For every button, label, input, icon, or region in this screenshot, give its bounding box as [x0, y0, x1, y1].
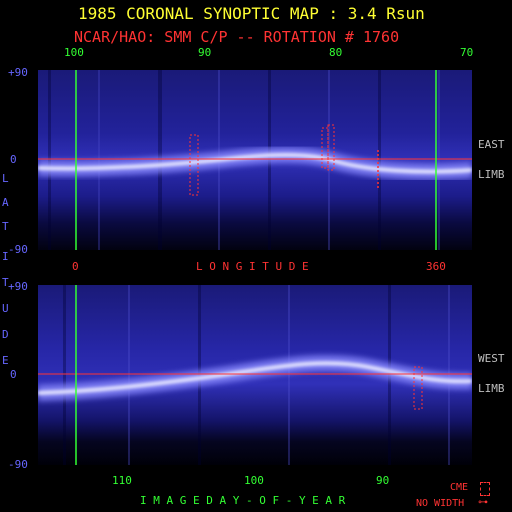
map-title: 1985 CORONAL SYNOPTIC MAP : 3.4 Rsun — [78, 4, 425, 23]
west-limb-map — [38, 285, 472, 465]
latitude-title-I: I — [2, 250, 9, 263]
bottom-lat-zero: 0 — [10, 368, 17, 381]
latitude-title-E: E — [2, 354, 9, 367]
legend-cme: CME — [450, 482, 469, 493]
latitude-title-T1: T — [2, 220, 9, 233]
latitude-title-A: A — [2, 196, 9, 209]
streamer-belt-core — [38, 153, 472, 174]
longitude-start: 0 — [72, 260, 79, 273]
top-tick-80: 80 — [329, 46, 343, 59]
top-lat-zero: 0 — [10, 153, 17, 166]
legend-no-width-symbol: ⊶ — [478, 497, 488, 508]
legend-cme-symbol — [480, 482, 490, 496]
bottom-tick-110: 110 — [112, 474, 132, 487]
latitude-title-L: L — [2, 172, 9, 185]
latitude-title-U: U — [2, 302, 9, 315]
top-tick-100: 100 — [64, 46, 84, 59]
cme-marker — [413, 366, 423, 410]
top-lat-plus90: +90 — [8, 66, 28, 79]
day-of-year-label: I M A G E D A Y - O F - Y E A R — [140, 494, 346, 507]
west-limb-label-west: WEST — [478, 352, 505, 365]
top-tick-70: 70 — [460, 46, 474, 59]
legend-no-width: NO WIDTH — [416, 498, 465, 509]
streamer-belt-core — [38, 361, 472, 395]
west-limb-label-limb: LIMB — [478, 382, 505, 395]
bottom-lat-minus90: -90 — [8, 458, 28, 471]
cme-marker — [321, 124, 335, 171]
latitude-title-T2: T — [2, 276, 9, 289]
longitude-end: 360 — [426, 260, 446, 273]
longitude-label: L O N G I T U D E — [196, 260, 309, 273]
map-subtitle: NCAR/HAO: SMM C/P -- ROTATION # 1760 — [74, 28, 400, 46]
bottom-tick-90: 90 — [376, 474, 390, 487]
east-limb-label-east: EAST — [478, 138, 505, 151]
cme-marker — [189, 134, 199, 196]
top-lat-minus90: -90 — [8, 243, 28, 256]
bottom-lat-plus90: +90 — [8, 280, 28, 293]
east-limb-label-limb: LIMB — [478, 168, 505, 181]
latitude-title-D: D — [2, 328, 9, 341]
top-tick-90: 90 — [198, 46, 212, 59]
bottom-tick-100: 100 — [244, 474, 264, 487]
east-limb-map — [38, 70, 472, 250]
